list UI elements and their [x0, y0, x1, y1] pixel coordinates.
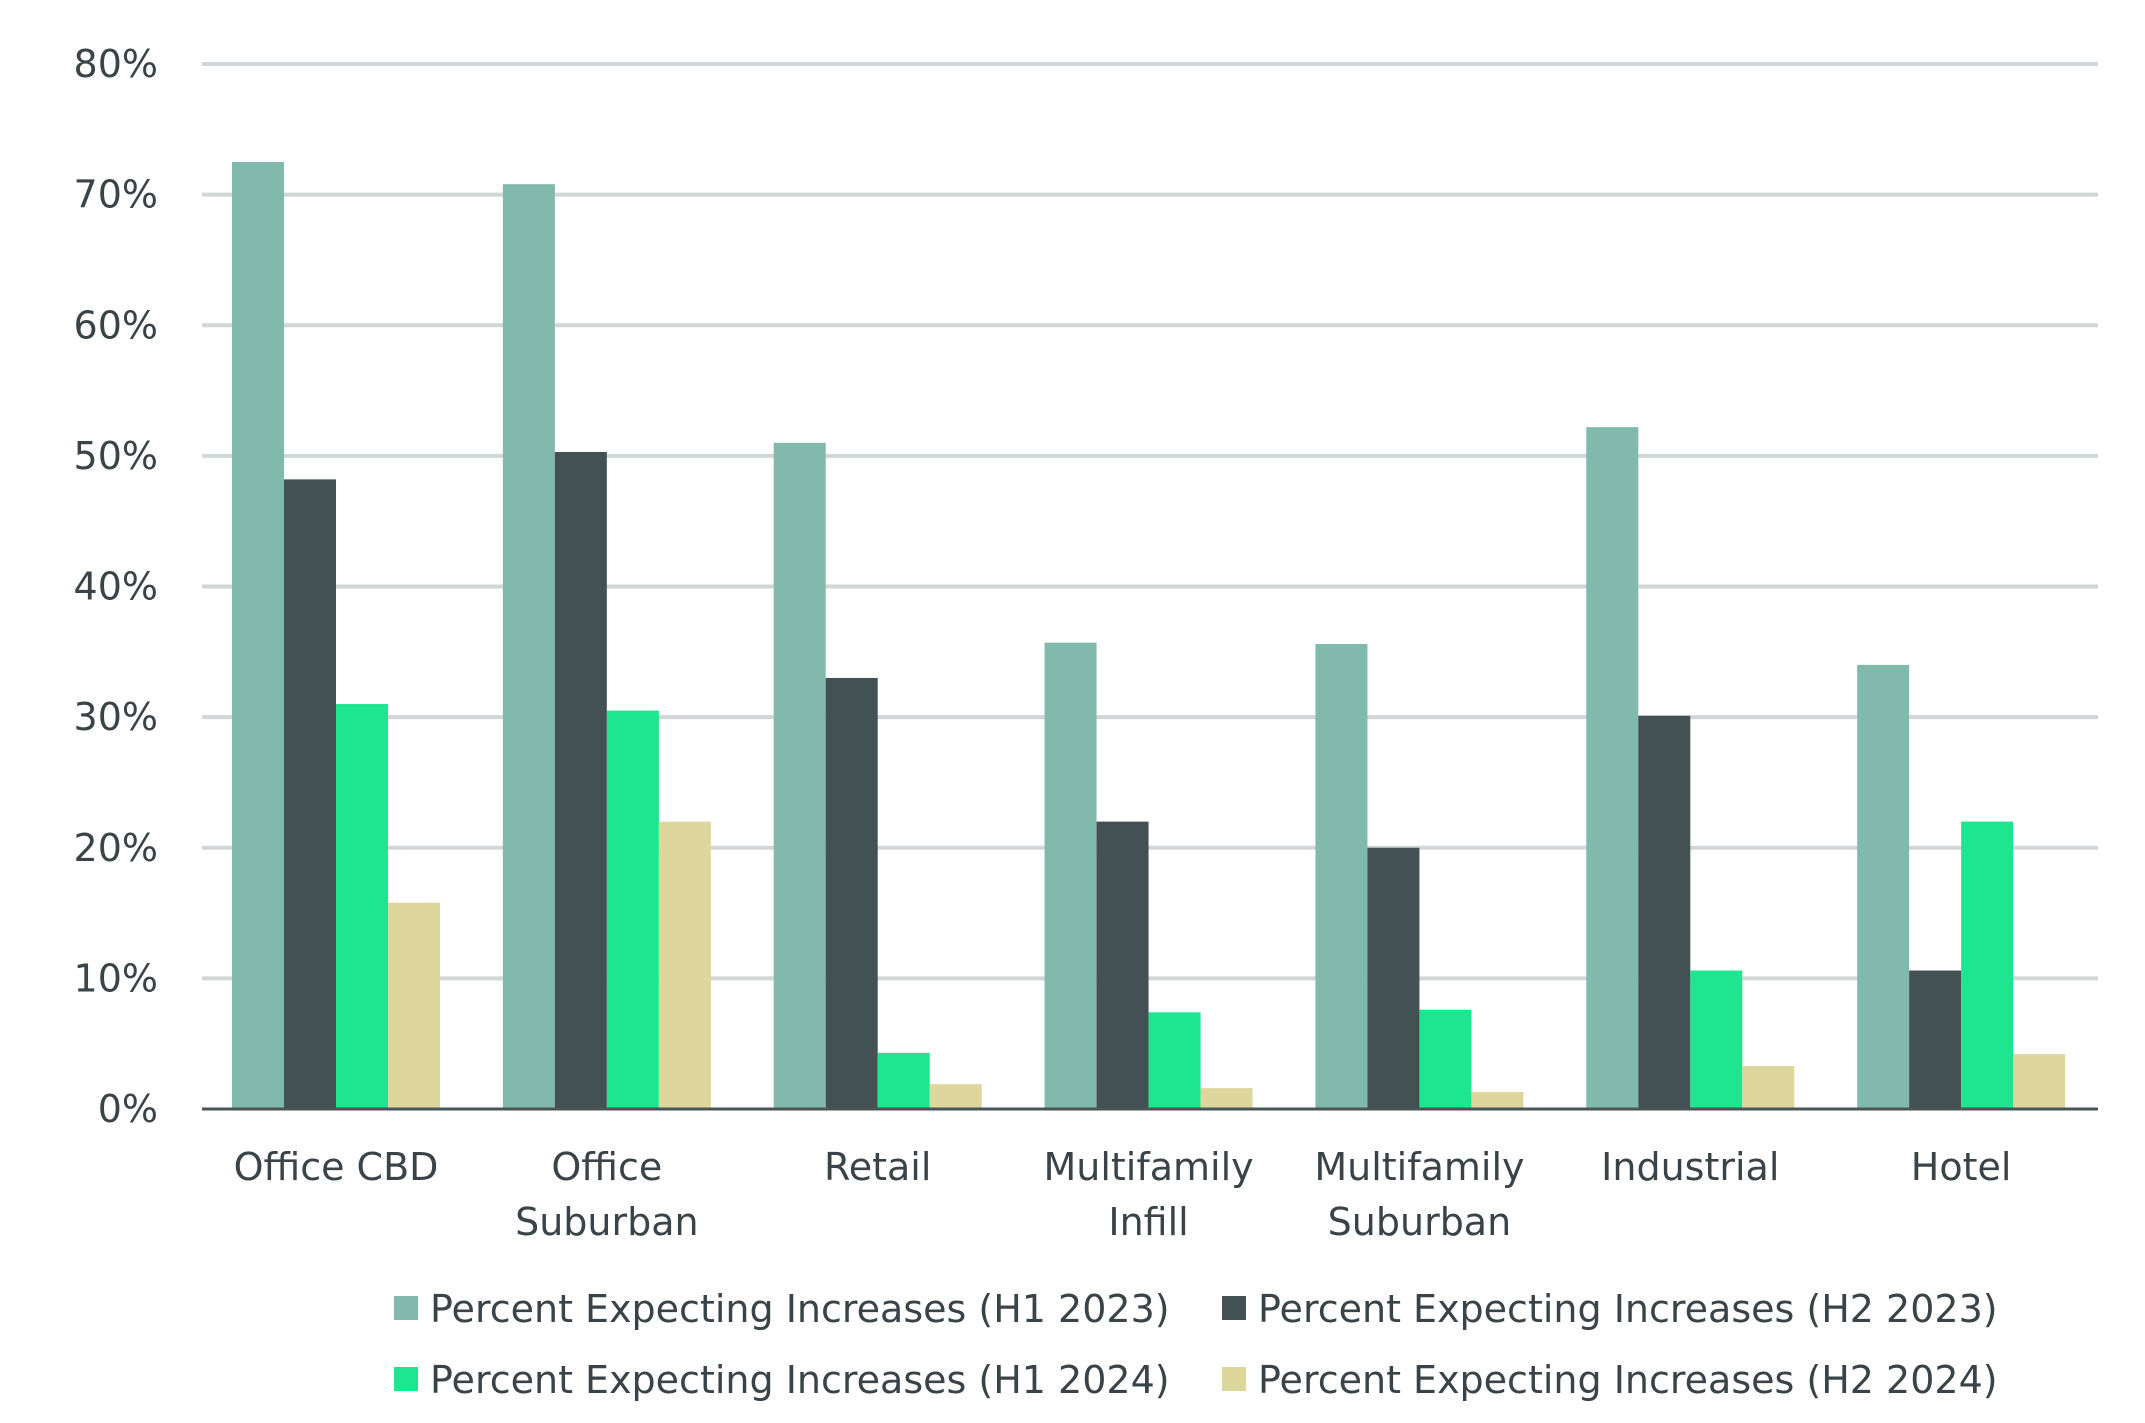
legend-swatch — [394, 1296, 418, 1320]
y-tick-label: 0% — [98, 1087, 158, 1131]
y-tick-label: 80% — [74, 42, 158, 86]
x-category-label: Retail — [824, 1145, 931, 1189]
y-axis-tick-labels: 0% 10% 20% 30% 40% 50% 60% 70% 80% — [74, 42, 158, 1131]
bars — [232, 161, 2066, 1110]
bar — [1315, 643, 1368, 1109]
bar — [1961, 821, 2014, 1109]
bar — [658, 821, 711, 1109]
bar — [929, 1084, 982, 1109]
bar — [825, 677, 878, 1109]
y-tick-label: 10% — [74, 956, 158, 1000]
bar — [1857, 664, 1910, 1109]
legend-label: Percent Expecting Increases (H2 2023) — [1258, 1287, 1998, 1331]
y-tick-label: 30% — [74, 695, 158, 739]
y-tick-label: 70% — [74, 173, 158, 217]
legend-swatch — [1222, 1367, 1246, 1391]
bar — [606, 710, 659, 1109]
bar — [1909, 970, 1962, 1109]
bar — [1044, 642, 1097, 1109]
x-category-label: Multifamily — [1043, 1145, 1253, 1189]
bar — [1471, 1092, 1524, 1109]
bar — [232, 161, 284, 1109]
y-tick-label: 40% — [74, 565, 158, 609]
x-category-label: Industrial — [1601, 1145, 1779, 1189]
bar — [877, 1052, 930, 1109]
x-category-label: Suburban — [515, 1200, 699, 1244]
legend-swatch — [394, 1367, 418, 1391]
y-tick-label: 60% — [74, 303, 158, 347]
x-category-label: Suburban — [1328, 1200, 1512, 1244]
legend-label: Percent Expecting Increases (H1 2024) — [430, 1358, 1170, 1402]
bar — [1742, 1065, 1795, 1109]
bar — [502, 184, 555, 1110]
bar — [1690, 970, 1743, 1109]
bar — [773, 442, 826, 1109]
legend: Percent Expecting Increases (H1 2023) Per… — [394, 1287, 1998, 1402]
bar — [554, 451, 607, 1109]
legend-label: Percent Expecting Increases (H2 2024) — [1258, 1358, 1998, 1402]
x-axis-category-labels: Office CBD Office Suburban Retail Multifamil… — [234, 1145, 2012, 1244]
legend-swatch — [1222, 1296, 1246, 1320]
bar — [1096, 821, 1149, 1109]
legend-label: Percent Expecting Increases (H1 2023) — [430, 1287, 1170, 1331]
y-tick-label: 50% — [74, 434, 158, 478]
bar — [336, 704, 388, 1109]
x-category-label: Multifamily — [1314, 1145, 1524, 1189]
gridlines — [202, 62, 2098, 981]
x-category-label: Office CBD — [234, 1145, 439, 1189]
bar — [1638, 715, 1691, 1109]
bar — [284, 479, 336, 1109]
bar — [388, 902, 440, 1109]
bar — [1367, 847, 1420, 1109]
bar — [2013, 1054, 2066, 1109]
bar — [1419, 1009, 1472, 1109]
y-tick-label: 20% — [74, 826, 158, 870]
x-category-label: Hotel — [1911, 1145, 2012, 1189]
bar — [1586, 427, 1639, 1109]
x-category-label: Infill — [1108, 1200, 1188, 1244]
x-category-label: Office — [551, 1145, 662, 1189]
bar — [1200, 1088, 1253, 1109]
bar — [1148, 1012, 1201, 1109]
